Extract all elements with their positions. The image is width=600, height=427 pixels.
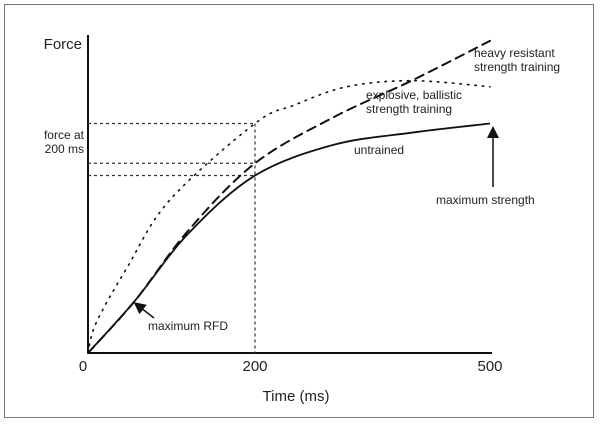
explosive-label-2: strength training (366, 102, 452, 116)
x-tick-0: 0 (79, 358, 87, 375)
force-at-200-label-2: 200 ms (45, 142, 84, 156)
x-tick-200: 200 (242, 358, 267, 375)
figure-frame (4, 4, 594, 418)
y-axis-label: Force (44, 36, 82, 53)
force-at-200-label-1: force at (44, 128, 85, 142)
series-line-dotted (87, 79, 491, 354)
max-rfd-label: maximum RFD (148, 319, 228, 333)
x-axis-label: Time (ms) (263, 388, 330, 405)
heavy-label-1: heavy resistant (474, 46, 555, 60)
max-strength-label: maximum strength (436, 193, 535, 207)
untrained-label: untrained (354, 143, 404, 157)
max-rfd-arrow (133, 302, 155, 319)
explosive-label-1: explosive, ballistic (366, 88, 462, 102)
series-line-dashed (87, 39, 491, 354)
x-tick-500: 500 (477, 358, 502, 375)
heavy-label-2: strength training (474, 60, 560, 74)
